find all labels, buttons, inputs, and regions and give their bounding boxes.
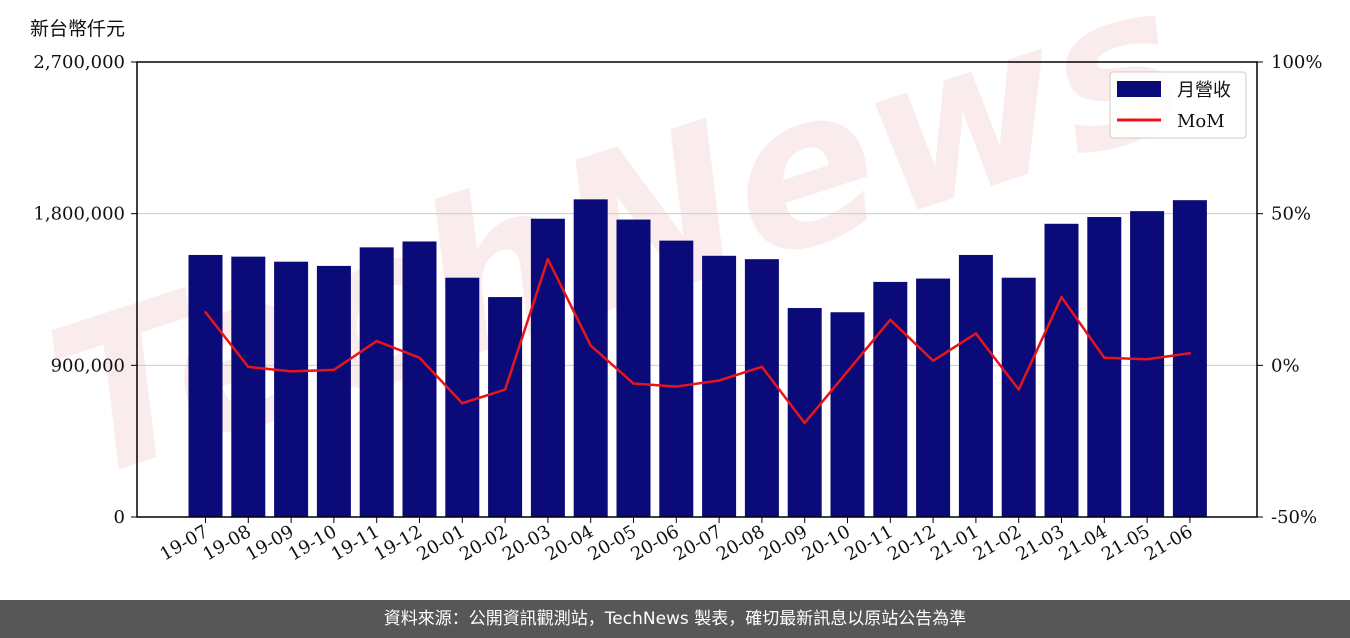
x-tick-label: 21-05 <box>1098 521 1153 565</box>
x-tick-label: 21-06 <box>1141 521 1196 565</box>
x-tick-label: 20-11 <box>841 521 896 565</box>
mom-point <box>803 421 806 425</box>
x-tick-label: 20-08 <box>713 521 768 565</box>
bar <box>1044 223 1079 517</box>
bar <box>916 278 951 517</box>
bar <box>488 297 523 517</box>
bar <box>702 255 737 517</box>
bar <box>616 219 651 517</box>
y-tick-label: 0% <box>1271 355 1300 376</box>
mom-point <box>375 339 378 343</box>
mom-point <box>675 385 678 388</box>
x-tick-label: 19-10 <box>285 521 340 565</box>
bar <box>530 218 565 517</box>
x-tick-label: 20-05 <box>585 521 640 565</box>
mom-line <box>204 257 1191 425</box>
x-tick-label: 20-04 <box>542 521 597 565</box>
mom-point <box>204 311 207 314</box>
mom-point <box>1188 352 1192 355</box>
x-tick-label: 19-11 <box>328 521 383 565</box>
mom-point <box>1103 356 1106 359</box>
bar <box>359 247 394 518</box>
x-tick-label: 19-12 <box>371 521 426 565</box>
y-tick-label: -50% <box>1271 507 1317 528</box>
y-tick-label: 900,000 <box>51 355 125 376</box>
y-tick-label: 1,800,000 <box>33 204 125 225</box>
bar <box>188 254 223 517</box>
y-axis-right: -50% 0% 50% 100% <box>1257 52 1322 528</box>
plot-border <box>136 61 1258 518</box>
x-tick-label: 20-12 <box>884 521 939 565</box>
bar <box>573 199 608 517</box>
bar <box>787 308 822 517</box>
mom-point <box>503 388 507 391</box>
x-tick-label: 21-04 <box>1055 521 1110 565</box>
legend-swatch-bar <box>1117 81 1161 97</box>
mom-point <box>418 356 421 359</box>
bar <box>1001 277 1036 517</box>
x-tick-label: 19-07 <box>157 521 212 565</box>
bar <box>744 259 779 517</box>
x-tick-label: 20-01 <box>413 521 468 565</box>
mom-point <box>889 318 892 322</box>
mom-point <box>589 344 592 347</box>
legend: 月營收 MoM <box>1109 71 1247 139</box>
bar <box>830 312 865 517</box>
x-tick-label: 21-01 <box>927 521 982 565</box>
x-tick-label: 20-10 <box>799 521 854 565</box>
bar <box>1087 217 1122 517</box>
mom-point <box>632 382 635 385</box>
mom-point <box>931 359 935 362</box>
x-tick-label: 19-09 <box>242 521 297 565</box>
x-tick-label: 20-07 <box>670 521 725 565</box>
bar-series-monthly-revenue <box>188 199 1207 518</box>
bar <box>873 281 908 517</box>
y-tick-label: 100% <box>1271 52 1322 73</box>
mom-point <box>717 379 721 382</box>
bar <box>1130 211 1165 517</box>
mom-point <box>247 365 250 369</box>
y-tick-label: 50% <box>1271 204 1311 225</box>
source-footer: 資料來源：公開資訊觀測站，TechNews 製表，確切最新訊息以原站公告為準 <box>0 600 1350 638</box>
bar <box>274 261 309 517</box>
mom-point <box>846 370 849 373</box>
mom-point <box>546 257 550 261</box>
x-tick-label: 20-09 <box>756 521 811 565</box>
plot-frame <box>136 61 1258 518</box>
y-axis-left: 0 900,000 1,800,000 2,700,000 <box>33 52 137 528</box>
mom-point <box>974 332 978 335</box>
bar <box>231 256 266 517</box>
x-tick-label: 20-03 <box>499 521 554 565</box>
line-series-mom <box>204 257 1192 425</box>
bar <box>316 265 351 517</box>
y-tick-label: 2,700,000 <box>33 52 125 73</box>
bar <box>445 277 480 517</box>
mom-point <box>760 365 764 369</box>
mom-point <box>1017 388 1020 391</box>
bar <box>402 241 437 517</box>
x-tick-label: 21-02 <box>970 521 1025 565</box>
mom-point <box>332 368 336 372</box>
mom-point <box>1145 358 1149 361</box>
x-tick-label: 20-02 <box>456 521 511 565</box>
x-tick-label: 21-03 <box>1013 521 1068 565</box>
bar <box>958 254 993 517</box>
x-axis: 19-0719-0819-0919-1019-1119-1220-0120-02… <box>157 517 1196 565</box>
mom-point <box>289 370 293 373</box>
legend-label: MoM <box>1177 111 1225 132</box>
x-tick-label: 19-08 <box>199 521 254 565</box>
mom-point <box>461 402 464 405</box>
x-tick-label: 20-06 <box>627 521 682 565</box>
bar <box>659 240 694 517</box>
legend-label: 月營收 <box>1177 80 1231 101</box>
y-axis-unit-label: 新台幣仟元 <box>30 18 126 40</box>
bar <box>1172 200 1207 517</box>
mom-point <box>1060 295 1063 299</box>
y-tick-label: 0 <box>114 507 125 528</box>
